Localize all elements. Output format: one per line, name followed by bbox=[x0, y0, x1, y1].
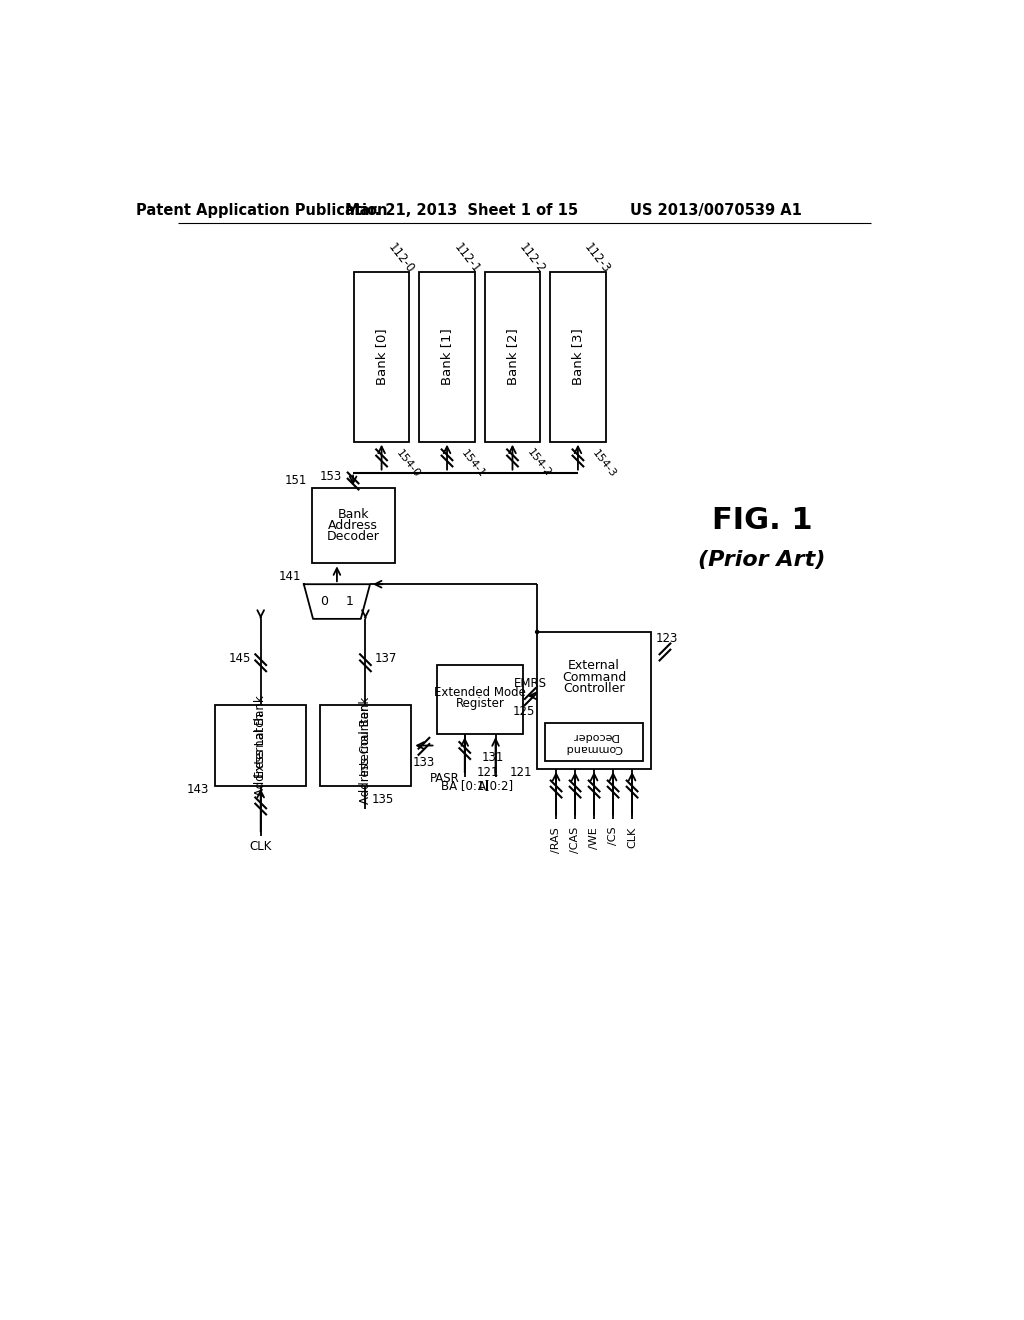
Text: 154-1: 154-1 bbox=[460, 447, 487, 479]
Bar bbox=[550, 272, 605, 442]
Text: External Bank: External Bank bbox=[254, 694, 267, 777]
Text: Bank [2]: Bank [2] bbox=[506, 329, 519, 385]
Text: Controller: Controller bbox=[563, 682, 625, 696]
Text: 154-0: 154-0 bbox=[394, 447, 422, 479]
Text: 133: 133 bbox=[413, 756, 435, 770]
Text: 121: 121 bbox=[510, 767, 532, 779]
Bar bbox=[545, 723, 643, 762]
Circle shape bbox=[536, 631, 539, 634]
Text: 145: 145 bbox=[229, 652, 252, 665]
Text: Bank [1]: Bank [1] bbox=[440, 329, 454, 385]
Text: Extended Mode: Extended Mode bbox=[434, 685, 526, 698]
Text: /RAS: /RAS bbox=[551, 826, 561, 853]
Text: Register: Register bbox=[456, 697, 505, 710]
Text: 131: 131 bbox=[481, 751, 504, 764]
Text: 141: 141 bbox=[279, 570, 301, 583]
Text: Patent Application Publication: Patent Application Publication bbox=[136, 203, 387, 218]
Text: FIG. 1: FIG. 1 bbox=[712, 506, 812, 535]
Text: CLK: CLK bbox=[250, 841, 272, 853]
Text: Address: Address bbox=[328, 519, 378, 532]
Bar bbox=[484, 272, 541, 442]
Text: 154-3: 154-3 bbox=[590, 447, 617, 479]
Text: External: External bbox=[568, 659, 621, 672]
Bar bbox=[419, 272, 475, 442]
Bar bbox=[354, 272, 410, 442]
Text: Bank [0]: Bank [0] bbox=[375, 329, 388, 385]
Text: 112-2: 112-2 bbox=[516, 242, 548, 276]
Text: 135: 135 bbox=[372, 793, 394, 807]
Text: Command: Command bbox=[562, 671, 627, 684]
Text: EMRS: EMRS bbox=[514, 677, 547, 690]
Text: 121: 121 bbox=[476, 767, 499, 779]
Bar bbox=[437, 665, 523, 734]
Polygon shape bbox=[304, 585, 370, 619]
Text: Bank [3]: Bank [3] bbox=[571, 329, 585, 385]
Text: 153: 153 bbox=[321, 470, 342, 483]
Text: US 2013/0070539 A1: US 2013/0070539 A1 bbox=[630, 203, 802, 218]
Text: 112-1: 112-1 bbox=[451, 242, 482, 276]
Text: 154-2: 154-2 bbox=[524, 447, 553, 479]
Text: A[0:2]: A[0:2] bbox=[477, 779, 514, 792]
Text: 112-0: 112-0 bbox=[385, 242, 417, 276]
Text: Mar. 21, 2013  Sheet 1 of 15: Mar. 21, 2013 Sheet 1 of 15 bbox=[345, 203, 579, 218]
Text: 125: 125 bbox=[513, 705, 536, 718]
Text: Bank: Bank bbox=[337, 508, 369, 521]
Bar bbox=[215, 705, 306, 785]
Text: 123: 123 bbox=[655, 631, 678, 644]
Text: 151: 151 bbox=[285, 474, 307, 487]
Text: PASR: PASR bbox=[430, 772, 460, 785]
Text: (Prior Art): (Prior Art) bbox=[698, 550, 825, 570]
Text: 137: 137 bbox=[375, 652, 397, 665]
Bar bbox=[319, 705, 411, 785]
Text: /WE: /WE bbox=[589, 826, 599, 849]
Text: BA [0:1]: BA [0:1] bbox=[440, 779, 488, 792]
Text: Internal Bank: Internal Bank bbox=[358, 697, 372, 776]
Text: Address Counter: Address Counter bbox=[358, 706, 372, 804]
Text: /CS: /CS bbox=[608, 826, 618, 845]
Text: Decoder: Decoder bbox=[327, 529, 380, 543]
Text: /CAS: /CAS bbox=[570, 826, 581, 853]
Text: 1: 1 bbox=[346, 595, 354, 609]
Text: 143: 143 bbox=[186, 783, 209, 796]
Text: 0: 0 bbox=[319, 595, 328, 609]
Text: Address Latch: Address Latch bbox=[254, 713, 267, 796]
Bar bbox=[538, 632, 651, 770]
Bar bbox=[311, 488, 394, 564]
Text: CLK: CLK bbox=[627, 826, 637, 847]
Text: 112-3: 112-3 bbox=[582, 242, 613, 276]
Text: Command
Decoder: Command Decoder bbox=[565, 731, 623, 752]
